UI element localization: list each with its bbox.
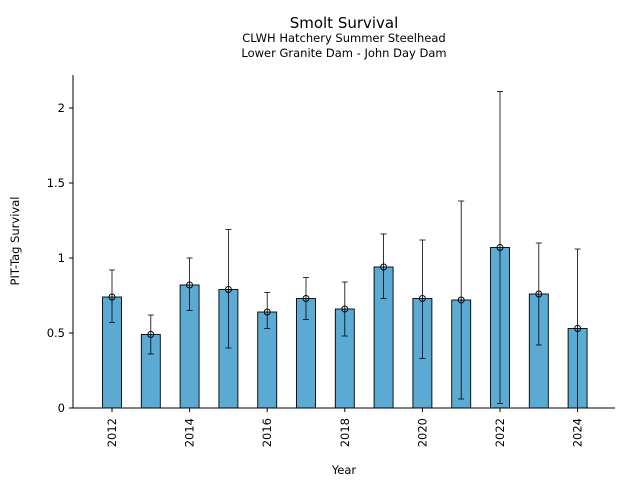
y-tick-label-4: 2 <box>58 101 65 115</box>
chart-title: Smolt Survival <box>290 14 399 32</box>
y-ticks-group: 0 0.5 1 1.5 2 <box>47 101 73 415</box>
point-marker-2023 <box>535 290 543 298</box>
x-axis-label: Year <box>331 463 357 477</box>
point-marker-2021 <box>457 296 465 304</box>
chart-subtitle-line-2: Lower Granite Dam - John Day Dam <box>241 46 446 60</box>
x-tick-label-2012: 2012 <box>105 418 119 447</box>
y-tick-label-1: 0.5 <box>47 326 65 340</box>
y-tick-label-3: 1.5 <box>47 176 65 190</box>
x-tick-label-2014: 2014 <box>183 418 197 447</box>
point-marker-2019 <box>380 263 388 271</box>
x-tick-label-2016: 2016 <box>260 418 274 447</box>
error-bars-group <box>109 91 581 409</box>
y-tick-label-0: 0 <box>58 401 65 415</box>
point-markers-group <box>108 244 582 338</box>
x-tick-label-2022: 2022 <box>493 418 507 447</box>
point-marker-2016 <box>263 308 271 316</box>
point-marker-2018 <box>341 305 349 313</box>
point-marker-2013 <box>147 331 155 338</box>
x-tick-label-2024: 2024 <box>571 418 585 447</box>
y-axis-label: PIT-Tag Survival <box>8 197 22 286</box>
chart-subtitle-line-1: CLWH Hatchery Summer Steelhead <box>242 31 445 45</box>
x-ticks-group: 2012 2014 2016 2018 2020 2022 2024 <box>105 408 585 447</box>
point-marker-2017 <box>302 295 310 302</box>
point-marker-2022 <box>496 244 504 251</box>
y-tick-label-2: 1 <box>58 251 65 265</box>
point-marker-2012 <box>108 293 116 301</box>
x-tick-label-2018: 2018 <box>338 418 352 447</box>
point-marker-2024 <box>574 325 582 332</box>
point-marker-2014 <box>186 281 194 289</box>
x-tick-label-2020: 2020 <box>415 418 429 447</box>
point-marker-2020 <box>418 295 426 302</box>
point-marker-2015 <box>224 286 232 293</box>
